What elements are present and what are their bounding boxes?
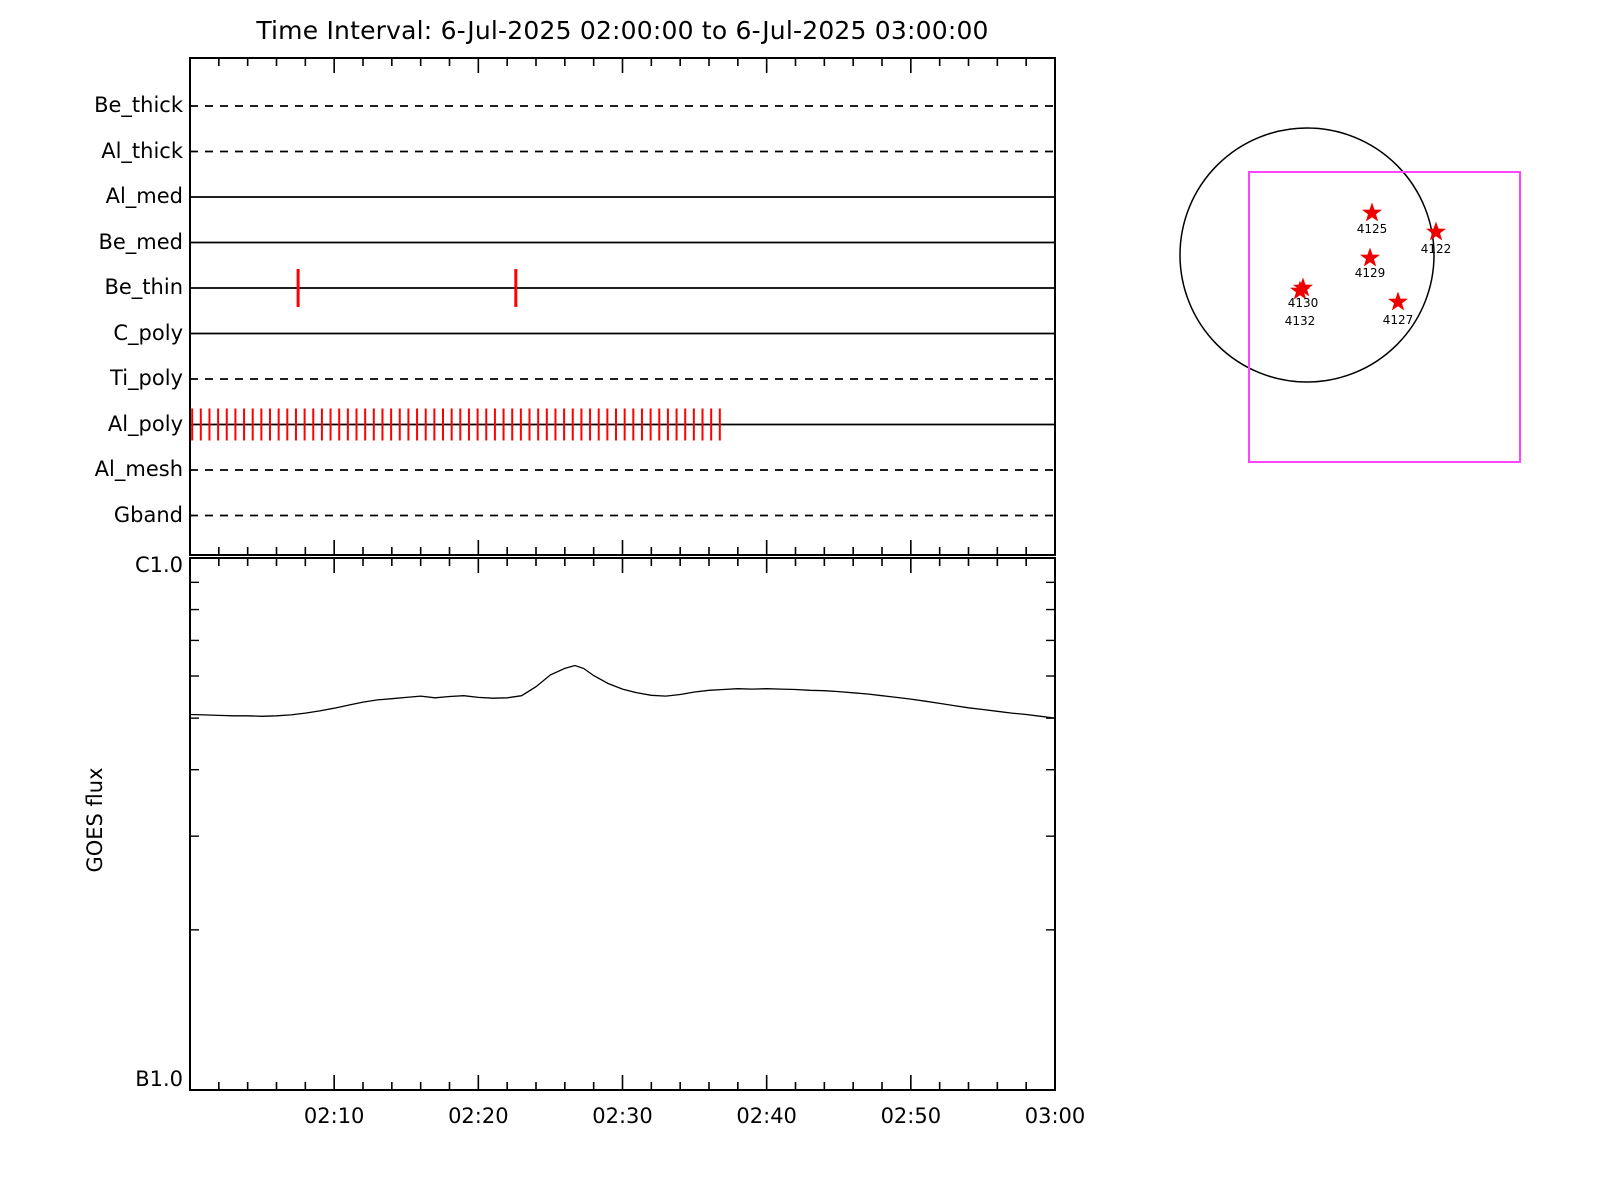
filter-label-be_med: Be_med xyxy=(98,229,183,254)
active-region-star-4130 xyxy=(1293,277,1313,297)
x-tick-label-0240: 02:40 xyxy=(736,1104,797,1128)
y-tick-b1: B1.0 xyxy=(135,1067,183,1091)
x-tick-label-0250: 02:50 xyxy=(880,1104,942,1128)
filter-label-c_poly: C_poly xyxy=(113,320,183,345)
filter-label-al_med: Al_med xyxy=(105,184,183,208)
filter-label-gband: Gband xyxy=(113,502,183,527)
active-region-label-4122: 4122 xyxy=(1420,242,1452,256)
goes-ylabel: GOES flux xyxy=(83,767,107,873)
goes-panel-border xyxy=(189,557,1056,1091)
active-region-star-4129 xyxy=(1360,247,1380,267)
x-tick-label-0300: 03:00 xyxy=(1024,1104,1086,1128)
filter-label-al_thick: Al_thick xyxy=(101,138,183,163)
active-region-label-4129: 4129 xyxy=(1354,266,1386,280)
goes-flux-curve xyxy=(189,664,1056,719)
filter-label-be_thick: Be_thick xyxy=(94,93,183,117)
active-region-label-4130: 4130 xyxy=(1287,296,1319,310)
x-tick-label-0220: 02:20 xyxy=(448,1104,509,1128)
active-region-star-4127 xyxy=(1388,291,1408,311)
solar-limb-circle xyxy=(1179,127,1435,383)
y-tick-c1: C1.0 xyxy=(134,553,183,577)
active-region-star-4125 xyxy=(1362,202,1382,222)
x-tick-label-0230: 02:30 xyxy=(592,1104,653,1128)
active-region-label-4127: 4127 xyxy=(1382,313,1414,327)
fov-rectangle xyxy=(1248,171,1521,463)
active-region-star-4132 xyxy=(1290,280,1310,300)
active-region-star-4122 xyxy=(1426,221,1446,241)
filter-label-al_mesh: Al_mesh xyxy=(94,457,183,481)
x-tick-label-0210: 02:10 xyxy=(303,1104,365,1128)
plot-title: Time Interval: 6-Jul-2025 02:00:00 to 6-… xyxy=(256,16,989,45)
active-region-label-4125: 4125 xyxy=(1356,222,1388,236)
filter-panel-border xyxy=(189,57,1056,556)
filter-label-ti_poly: Ti_poly xyxy=(110,366,183,390)
active-region-label-4132: 4132 xyxy=(1284,314,1316,328)
filter-label-al_poly: Al_poly xyxy=(107,411,183,436)
filter-label-be_thin: Be_thin xyxy=(104,275,183,299)
